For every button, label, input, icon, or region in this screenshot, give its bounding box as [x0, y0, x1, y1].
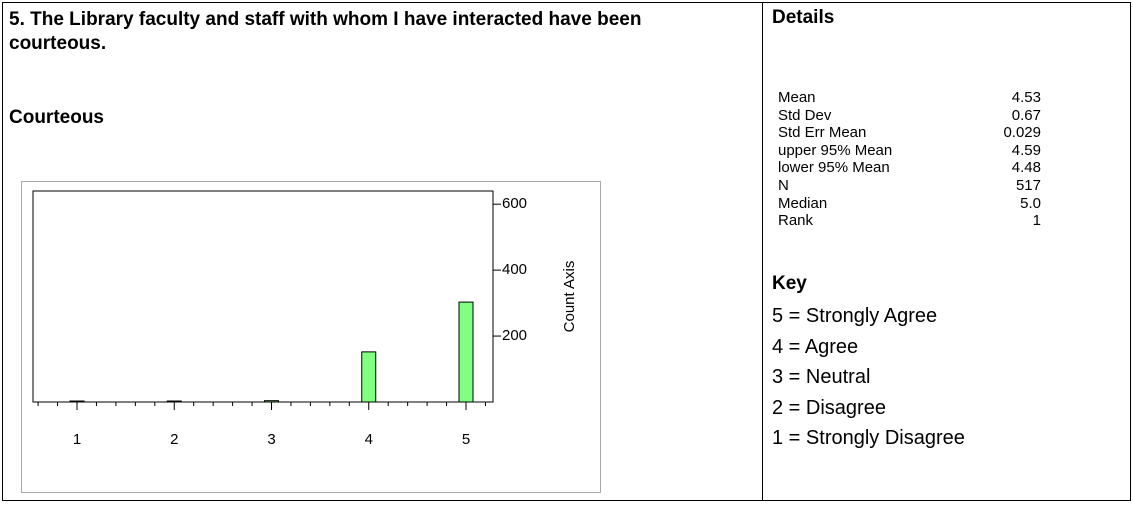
stat-row: Mean 4.53 [778, 89, 1041, 107]
stat-row: Std Err Mean 0.029 [778, 124, 1041, 142]
question-subtitle: Courteous [9, 107, 104, 128]
question-title: 5. The Library faculty and staff with wh… [9, 9, 642, 54]
y-tick-label: 600 [502, 195, 527, 212]
bar [458, 301, 474, 403]
stat-row: N 517 [778, 177, 1041, 195]
key-item: 1 = Strongly Disagree [772, 427, 965, 450]
x-tick-label: 4 [365, 431, 373, 448]
y-tick-label: 200 [502, 327, 527, 344]
stat-row: lower 95% Mean 4.48 [778, 159, 1041, 177]
stat-value: 4.48 [1011, 159, 1041, 177]
stats-table: Mean 4.53 Std Dev 0.67 Std Err Mean 0.029 uppe… [778, 89, 1041, 230]
right-cell: Details Mean 4.53 Std Dev 0.67 Std Err Mean 0… [762, 2, 1131, 501]
key-title: Key [772, 273, 807, 294]
x-tick-label: 2 [170, 431, 178, 448]
stat-row: Rank 1 [778, 212, 1041, 230]
stat-row: Std Dev 0.67 [778, 107, 1041, 125]
y-tick-label: 400 [502, 261, 527, 278]
stat-value: 0.029 [1003, 124, 1041, 142]
x-tick-label: 1 [73, 431, 81, 448]
stat-label: lower 95% Mean [778, 159, 890, 177]
bar [264, 400, 279, 403]
stat-row: upper 95% Mean 4.59 [778, 142, 1041, 160]
stat-value: 517 [1015, 176, 1041, 194]
key-list: 5 = Strongly Agree 4 = Agree 3 = Neutral 2 … [772, 301, 965, 454]
key-item: 4 = Agree [772, 335, 859, 358]
stat-label: Mean [778, 89, 816, 106]
stat-label: Std Dev [778, 106, 832, 124]
x-tick-label: 5 [462, 431, 470, 448]
x-tick-label: 3 [267, 431, 275, 448]
plot-frame [32, 190, 494, 403]
stat-value: 0.67 [1011, 106, 1041, 124]
stat-label: Rank [778, 212, 814, 230]
bar [69, 400, 85, 403]
key-item: 3 = Neutral [772, 366, 871, 389]
stat-value: 5.0 [1020, 194, 1041, 212]
details-title: Details [772, 7, 835, 28]
key-item: 2 = Disagree [772, 396, 886, 419]
stat-label: upper 95% Mean [778, 141, 893, 159]
stat-value: 4.59 [1011, 141, 1041, 159]
bar [166, 400, 182, 403]
stat-label: Median [778, 194, 828, 212]
stat-value: 4.53 [1011, 89, 1041, 106]
chart-box: 200 400 600 Count Axis 1 2 3 4 5 [21, 181, 601, 493]
y-axis-label: Count Axis [561, 261, 578, 333]
stat-row: Median 5.0 [778, 195, 1041, 213]
chart: 200 400 600 Count Axis 1 2 3 4 5 [32, 190, 578, 448]
key-item: 5 = Strongly Agree [772, 305, 938, 327]
left-cell: 5. The Library faculty and staff with wh… [2, 2, 763, 501]
stat-label: N [778, 176, 789, 194]
stat-label: Std Err Mean [778, 124, 867, 142]
bar [361, 351, 377, 403]
stat-value: 1 [1032, 212, 1041, 230]
